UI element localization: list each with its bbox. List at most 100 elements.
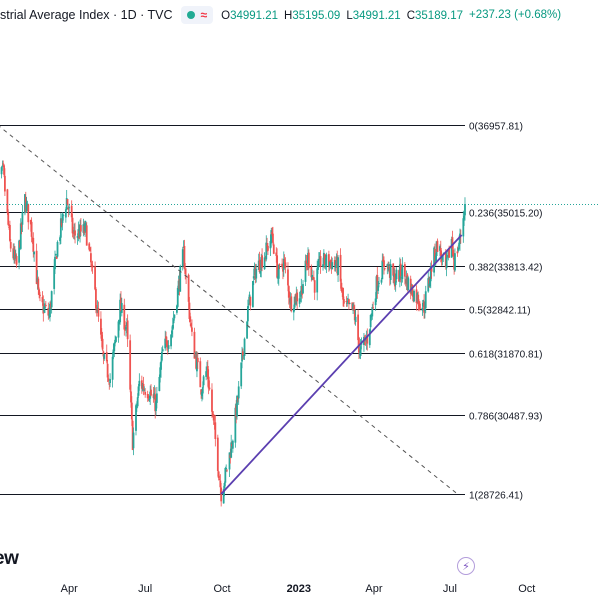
candle-body [35, 250, 38, 284]
candle-body [95, 288, 97, 309]
candle-body [14, 250, 16, 259]
candle-body [164, 338, 167, 349]
candle-body [392, 263, 395, 276]
candle-body [55, 256, 58, 260]
candle-body [62, 215, 65, 217]
candle-body [452, 249, 455, 257]
candle-body [189, 316, 192, 322]
candle-body [217, 471, 220, 478]
candle-body [454, 253, 456, 271]
fibonacci-retracement[interactable]: 0(36957.81) 0.236(35015.20) 0.382(33813.42… [0, 122, 542, 502]
chart-header: strial Average Index · 1D · TVC ≈ O34991… [0, 6, 567, 24]
candle-body [258, 259, 261, 273]
candle-body [267, 245, 269, 251]
market-open-dot-icon [186, 11, 195, 19]
candle-body [249, 296, 252, 306]
candle-body [463, 215, 466, 220]
candle-body [171, 324, 174, 330]
candle-body [38, 289, 41, 296]
time-axis[interactable]: Apr Jul Oct 2023 Apr Jul Oct [61, 583, 536, 595]
candle-body [187, 274, 190, 302]
candle-body [50, 291, 53, 308]
candle-body [32, 237, 35, 252]
candle-body [201, 392, 203, 397]
descending-trendline[interactable] [0, 125, 458, 495]
candle-body [259, 271, 262, 274]
candle-body [393, 273, 396, 287]
candle-body [313, 280, 316, 293]
drawing-lines[interactable] [0, 125, 600, 495]
candle-body [199, 361, 202, 388]
candle-body [165, 340, 168, 348]
candle-body [90, 264, 93, 266]
candle-body [172, 318, 175, 324]
candle-body [84, 223, 86, 232]
candle-body [125, 327, 127, 330]
candle-body [43, 306, 46, 312]
candle-body [94, 266, 96, 290]
candle-body [340, 282, 343, 291]
candle-body [307, 252, 310, 269]
candle-body [165, 336, 167, 339]
candle-body [263, 257, 266, 270]
candle-body [316, 268, 319, 293]
candle-body [176, 305, 178, 313]
candle-body [456, 251, 459, 254]
candle-body [383, 268, 386, 269]
candle-body [445, 257, 448, 269]
candle-body [255, 269, 258, 279]
candle-body [30, 221, 33, 237]
candle-body [15, 256, 18, 265]
candle-body [7, 212, 10, 225]
candle-body [325, 254, 328, 267]
candle-body [130, 391, 132, 403]
candle-body [334, 264, 337, 269]
candle-body [319, 256, 322, 267]
ohlc-l: L34991.21 [346, 10, 401, 22]
candle-body [451, 237, 454, 249]
candle-body [348, 299, 350, 305]
candle-body [282, 268, 284, 272]
candle-body [376, 275, 379, 291]
candle-body [132, 432, 135, 449]
candle-body [142, 383, 145, 390]
candle-body [19, 223, 22, 249]
tradingview-logo[interactable]: ew [0, 548, 19, 569]
candle-body [236, 396, 238, 417]
time-axis-label: Oct [518, 583, 535, 595]
candle-body [411, 284, 414, 296]
candle-body [179, 266, 182, 292]
candle-body [183, 245, 186, 269]
lightning-icon[interactable]: ⚡ [457, 557, 475, 575]
candle-body [64, 209, 67, 218]
candle-body [112, 349, 115, 355]
candle-body [322, 264, 324, 267]
candle-body [53, 266, 56, 289]
candle-body [71, 217, 74, 234]
candle-body [3, 165, 5, 175]
candle-body [20, 222, 23, 227]
candle-body [371, 307, 374, 317]
candle-body [284, 262, 287, 268]
candle-body [89, 248, 91, 251]
candle-body [333, 259, 336, 266]
candle-body [302, 284, 304, 294]
candle-body [126, 320, 129, 340]
candle-body [272, 233, 274, 243]
candle-body [246, 306, 249, 322]
candle-body [176, 287, 179, 307]
candle-body [271, 232, 273, 235]
candle-body [423, 301, 425, 313]
symbol-title[interactable]: strial Average Index · 1D · TVC [0, 8, 173, 22]
candle-body [68, 207, 71, 209]
candle-body [276, 255, 279, 278]
ascending-trendline[interactable] [220, 234, 463, 495]
candle-body [47, 307, 50, 316]
ohlc-c: C35189.17 [406, 10, 463, 22]
candle-body [448, 247, 451, 258]
candle-body [462, 218, 465, 237]
candle-body [107, 378, 110, 381]
market-status-badge[interactable]: ≈ [180, 6, 214, 24]
candle-body [54, 256, 56, 270]
